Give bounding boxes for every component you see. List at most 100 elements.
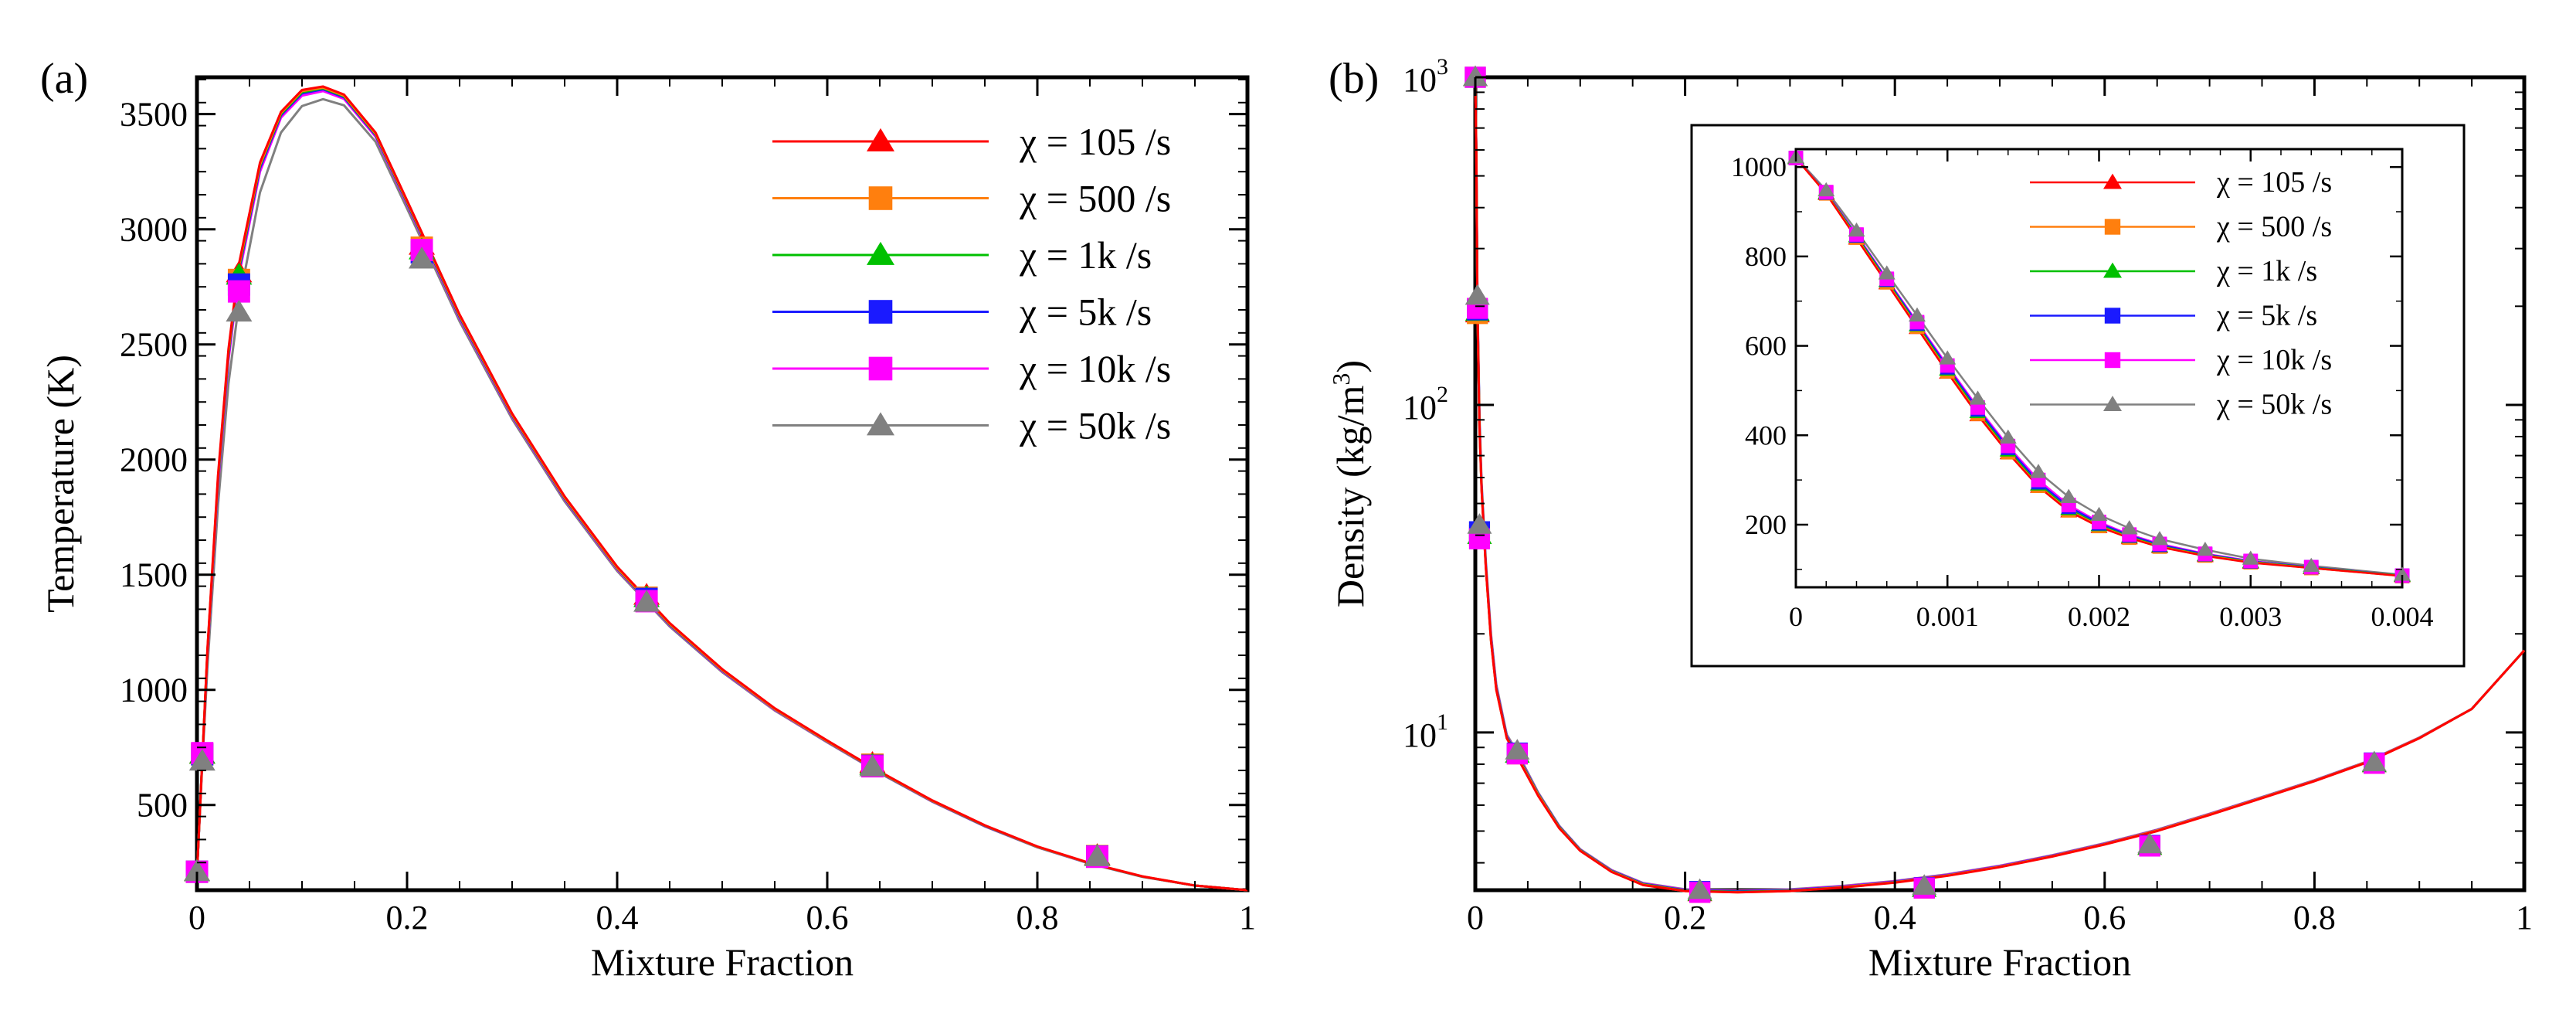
inset-y-tick-label: 1000 bbox=[1731, 151, 1787, 182]
inset-box bbox=[1690, 124, 2466, 668]
data-point-chi50k bbox=[226, 299, 253, 322]
inset-data-point-chi50k bbox=[2303, 557, 2320, 573]
y-tick-label: 3500 bbox=[120, 96, 188, 134]
inset-legend-marker-chi50k bbox=[2103, 396, 2122, 412]
panel-b-y-label: Density (kg/m3) bbox=[1327, 360, 1372, 607]
legend-label-chi5k: χ = 5k /s bbox=[1019, 291, 1152, 334]
x-tick-label: 0.8 bbox=[1016, 899, 1059, 937]
inset-data-point-chi50k bbox=[1939, 350, 1957, 365]
data-point-chi50k bbox=[1687, 878, 1712, 899]
inset-y-tick-label: 200 bbox=[1745, 509, 1787, 540]
inset-y-tick-label: 400 bbox=[1745, 420, 1787, 450]
panel-b-label: (b) bbox=[1329, 55, 1379, 103]
panel-b-y-label-suffix: ) bbox=[1329, 360, 1372, 373]
inset-data-point-chi50k bbox=[1817, 182, 1835, 197]
panel-a-ticks: 0 0.2 0.4 0.6 0.8 150010001500200025003000350… bbox=[120, 77, 1256, 937]
data-point-chi50k bbox=[1912, 874, 1937, 895]
y-tick-label: 500 bbox=[137, 787, 188, 824]
data-point-chi50k bbox=[184, 859, 210, 882]
inset-y-tick-label: 800 bbox=[1745, 241, 1787, 272]
inset-legend-marker-chi10k bbox=[2104, 352, 2121, 369]
inset-data-point-chi50k bbox=[1848, 222, 1865, 237]
panel-a-x-label: Mixture Fraction bbox=[591, 940, 854, 984]
panel-b-x-label: Mixture Fraction bbox=[1868, 940, 2131, 984]
data-point-chi50k bbox=[1463, 65, 1488, 87]
legend-label-chi500: χ = 500 /s bbox=[1019, 177, 1171, 220]
y-tick-label: 2000 bbox=[120, 441, 188, 479]
y-tick-label: 103 bbox=[1403, 54, 1448, 99]
y-tick-label: 102 bbox=[1403, 382, 1448, 427]
data-point-chi50k bbox=[2137, 832, 2163, 854]
legend-label-chi105: χ = 105 /s bbox=[1019, 120, 1171, 163]
inset-x-tick-label: 0 bbox=[1789, 601, 1803, 632]
legend-marker-chi5k bbox=[868, 300, 893, 324]
x-tick-label: 1 bbox=[1239, 899, 1256, 937]
inset-data-point-chi50k bbox=[2030, 464, 2047, 478]
inset-legend-label-chi10k: χ = 10k /s bbox=[2216, 344, 2332, 376]
panel-a-y-label: Temperature (K) bbox=[39, 355, 82, 613]
panel-a: (a) 0 0.2 0.4 0.6 0.8 15001000150020002500300… bbox=[39, 55, 1256, 984]
inset-legend-marker-chi500 bbox=[2104, 219, 2121, 235]
data-point-chi50k bbox=[188, 748, 216, 771]
inset-x-tick-label: 0.002 bbox=[2068, 601, 2130, 632]
inset-data-point-chi50k bbox=[1969, 390, 1987, 405]
data-point-chi50k bbox=[1464, 284, 1490, 305]
y-tick-label-base: 10 bbox=[1403, 716, 1437, 754]
x-tick-label: 0.4 bbox=[596, 899, 639, 937]
x-tick-label: 0.6 bbox=[2083, 899, 2126, 937]
y-tick-label: 1000 bbox=[120, 672, 188, 709]
inset-ticks: 0 0.001 0.002 0.003 0.004 200 400 600 800 1000 bbox=[1731, 149, 2434, 632]
inset-legend-label-chi105: χ = 105 /s bbox=[2216, 166, 2332, 199]
y-tick-label-base: 10 bbox=[1403, 61, 1437, 99]
y-tick-label: 1500 bbox=[120, 556, 188, 594]
panel-a-legend: χ = 105 /s χ = 500 /s χ = 1k /s χ = 5k /s χ … bbox=[772, 120, 1171, 447]
data-point-chi50k bbox=[859, 754, 886, 777]
inset-legend-label-chi50k: χ = 50k /s bbox=[2216, 389, 2332, 421]
inset-y-tick-label: 600 bbox=[1745, 331, 1787, 362]
inset-data-point-chi50k bbox=[2090, 506, 2108, 522]
x-tick-label: 0.4 bbox=[1874, 899, 1916, 937]
inset-data-point-chi50k bbox=[2060, 488, 2078, 503]
data-point-chi10k bbox=[227, 280, 250, 303]
data-point-chi50k bbox=[2361, 750, 2387, 772]
legend-label-chi1k: χ = 1k /s bbox=[1019, 233, 1152, 277]
legend-marker-chi50k bbox=[867, 412, 894, 436]
data-point-chi50k bbox=[633, 590, 660, 612]
legend-label-chi50k: χ = 50k /s bbox=[1019, 404, 1171, 447]
x-tick-label: 0.6 bbox=[806, 899, 849, 937]
inset-chart: 0 0.001 0.002 0.003 0.004 200 400 600 800 1000 χ … bbox=[1690, 124, 2466, 668]
inset-data-point-chi50k bbox=[2120, 520, 2138, 535]
data-point-chi50k bbox=[1084, 844, 1111, 866]
x-tick-label: 0.2 bbox=[386, 899, 429, 937]
inset-legend-marker-chi5k bbox=[2104, 308, 2121, 324]
legend-marker-chi105 bbox=[867, 128, 894, 151]
data-point-chi50k bbox=[409, 246, 436, 269]
legend-marker-chi1k bbox=[867, 241, 894, 265]
inset-data-point-chi50k bbox=[1878, 265, 1896, 280]
inset-x-tick-label: 0.001 bbox=[1916, 601, 1979, 632]
inset-x-tick-label: 0.004 bbox=[2371, 601, 2434, 632]
y-tick-label: 3000 bbox=[120, 211, 188, 249]
panel-b-markers bbox=[1463, 65, 2387, 903]
legend-label-chi10k: χ = 10k /s bbox=[1019, 347, 1171, 390]
inset-data-point-chi50k bbox=[1909, 307, 1926, 322]
data-point-chi50k bbox=[1505, 739, 1530, 760]
inset-legend-marker-chi105 bbox=[2103, 173, 2122, 189]
panel-a-label: (a) bbox=[40, 55, 88, 103]
panel-b-y-label-prefix: Density (kg/m bbox=[1329, 385, 1372, 607]
y-tick-label-exp: 2 bbox=[1437, 382, 1448, 407]
inset-data-point-chi50k bbox=[1999, 429, 2017, 444]
inset-data-point-chi50k bbox=[2151, 531, 2168, 546]
panel-a-markers bbox=[184, 233, 1111, 883]
inset-legend: χ = 105 /s χ = 500 /s χ = 1k /s χ = 5k /s χ … bbox=[2030, 166, 2332, 421]
inset-legend-label-chi5k: χ = 5k /s bbox=[2216, 300, 2317, 332]
inset-data-point-chi50k bbox=[2242, 550, 2259, 565]
x-tick-label: 1 bbox=[2516, 899, 2533, 937]
inset-x-tick-label: 0.003 bbox=[2219, 601, 2282, 632]
x-tick-label: 0.2 bbox=[1664, 899, 1706, 937]
x-tick-label: 0 bbox=[1467, 899, 1484, 937]
y-tick-label: 101 bbox=[1403, 709, 1448, 754]
